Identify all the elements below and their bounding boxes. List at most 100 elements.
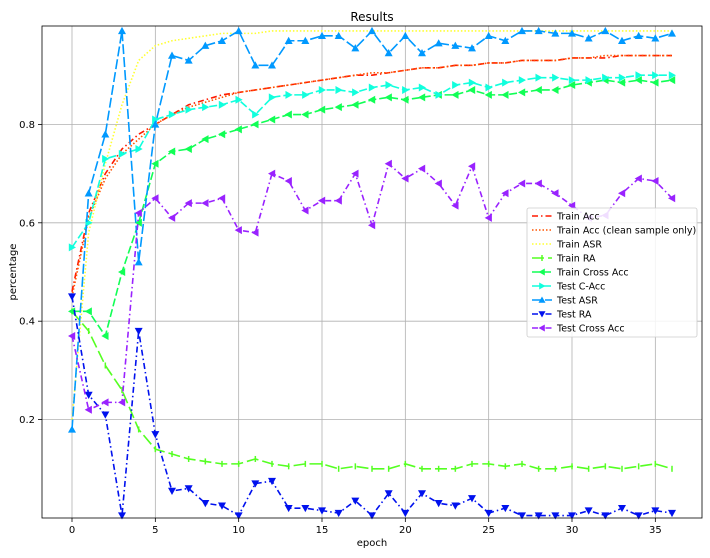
series-line [71,54,672,297]
data-point-marker [668,29,676,37]
data-point-marker [118,149,126,158]
data-point-marker [468,85,476,94]
data-point-marker [401,509,410,518]
y-tick-label: 0.4 [19,317,35,328]
data-point-marker [201,500,210,508]
data-point-marker [84,405,92,414]
data-point-marker [418,490,426,498]
data-point-marker [268,61,276,69]
data-point-marker [168,110,176,119]
series-group [68,76,676,340]
series-group [71,308,673,472]
data-point-marker [602,73,610,82]
data-point-marker [634,76,642,85]
data-point-marker [451,201,459,210]
data-point-marker [302,90,310,99]
data-point-marker [585,76,593,85]
data-point-marker [468,162,476,171]
data-point-marker [538,296,546,303]
data-point-marker [301,36,310,44]
data-point-marker [334,196,342,205]
data-point-marker [434,39,443,47]
data-point-marker [251,480,260,488]
data-point-marker [118,268,126,276]
data-point-marker [551,189,559,198]
data-point-marker [368,221,376,230]
data-point-marker [434,500,443,508]
data-point-marker [301,504,310,513]
data-point-marker [351,497,360,505]
legend-item: Train Cross Acc [532,268,629,279]
legend-label: Test Cross Acc [556,324,625,335]
data-point-marker [651,78,659,87]
data-point-marker [502,78,510,87]
data-point-marker [601,512,610,520]
data-point-marker [218,36,226,44]
data-point-marker [535,73,543,82]
data-point-marker [368,512,376,520]
data-point-marker [384,93,392,102]
data-point-marker [284,504,293,513]
axes: 0 5 10 15 20 25 30 35 0.2 0.4 0.6 0.8 [19,120,662,536]
data-point-marker [534,85,542,94]
data-point-marker [202,103,210,112]
legend-box [526,207,698,338]
data-point-marker [568,76,576,85]
series-line [71,30,672,420]
data-point-marker [668,71,676,80]
data-point-marker [301,110,309,119]
data-point-marker [234,226,242,235]
data-point-marker [235,95,243,104]
legend-label: Train ASR [556,240,602,251]
data-point-marker [634,512,643,520]
data-point-marker [584,34,593,42]
data-point-marker [501,504,510,513]
data-point-marker [568,81,576,90]
data-point-marker [468,78,476,87]
legend: Train Acc Train Acc (clean sample only) Tr… [526,207,698,338]
legend-label: Train RA [556,254,596,265]
data-point-marker [418,83,426,92]
data-point-marker [335,85,343,94]
x-tick-label: 10 [232,525,245,536]
data-point-marker [468,495,476,503]
data-point-marker [418,49,426,57]
series-group [71,54,672,292]
data-point-marker [451,502,460,510]
data-point-marker [151,159,159,168]
data-point-marker [68,331,76,340]
data-point-marker [318,196,326,205]
series-group [68,71,676,252]
data-point-marker [101,398,109,407]
legend-item: Test ASR [532,296,598,307]
data-point-marker [418,93,426,102]
data-point-marker [618,189,626,198]
data-point-marker [134,258,143,266]
data-point-marker [318,85,326,94]
data-point-marker [651,34,660,42]
data-point-marker [484,509,493,518]
legend-label: Train Cross Acc [556,268,629,279]
data-point-marker [284,110,292,119]
data-point-marker [668,194,676,203]
data-point-marker [501,90,509,99]
legend-label: Test ASR [556,296,598,307]
data-point-marker [318,31,326,40]
data-point-marker [518,26,526,35]
data-point-marker [485,83,493,92]
legend-item: Test RA [532,310,592,321]
data-point-marker [218,502,226,510]
data-point-marker [484,213,492,222]
data-point-marker [201,135,209,144]
data-point-marker [151,120,160,128]
legend-item: Test C-Acc [532,282,605,293]
data-point-marker [552,73,560,82]
data-point-marker [635,71,643,80]
data-point-marker [84,307,92,316]
data-point-marker [668,509,676,518]
data-point-marker [101,411,110,419]
legend-item: Train Acc (clean sample only) [532,226,696,237]
y-tick-label: 0.6 [19,218,35,229]
data-point-marker [101,331,109,340]
data-point-marker [251,120,259,129]
